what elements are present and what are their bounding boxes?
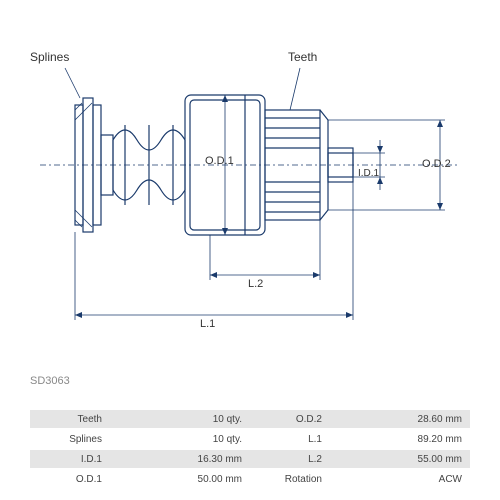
- spec-value: 28.60 mm: [330, 414, 470, 425]
- spec-row: Splines 10 qty. L.1 89.20 mm: [30, 430, 470, 448]
- spec-value: 50.00 mm: [110, 474, 250, 485]
- spec-label: O.D.2: [250, 414, 330, 425]
- teeth-label: Teeth: [288, 50, 317, 64]
- od2-label: O.D.2: [422, 158, 451, 170]
- spec-value: 16.30 mm: [110, 454, 250, 465]
- spec-value: 10 qty.: [110, 434, 250, 445]
- spec-value: 89.20 mm: [330, 434, 470, 445]
- spec-label: Splines: [30, 434, 110, 445]
- id1-label: I.D.1: [358, 168, 379, 179]
- part-code: SD3063: [30, 375, 70, 387]
- spec-row: O.D.1 50.00 mm Rotation ACW: [30, 470, 470, 488]
- spec-row: I.D.1 16.30 mm L.2 55.00 mm: [30, 450, 470, 468]
- spec-table: Teeth 10 qty. O.D.2 28.60 mm Splines 10 …: [30, 410, 470, 490]
- spec-label: Rotation: [250, 474, 330, 485]
- l1-label: L.1: [200, 318, 215, 330]
- l2-label: L.2: [248, 278, 263, 290]
- spec-label: Teeth: [30, 414, 110, 425]
- spec-label: L.2: [250, 454, 330, 465]
- spec-label: L.1: [250, 434, 330, 445]
- technical-diagram: Splines Teeth O.D.1 I.D.1 O.D.2 L.2 L.1: [30, 20, 470, 360]
- spec-row: Teeth 10 qty. O.D.2 28.60 mm: [30, 410, 470, 428]
- splines-label: Splines: [30, 50, 69, 64]
- spec-label: I.D.1: [30, 454, 110, 465]
- od1-label: O.D.1: [205, 155, 234, 167]
- spec-label: O.D.1: [30, 474, 110, 485]
- spec-value: 55.00 mm: [330, 454, 470, 465]
- spec-value: 10 qty.: [110, 414, 250, 425]
- spec-value: ACW: [330, 474, 470, 485]
